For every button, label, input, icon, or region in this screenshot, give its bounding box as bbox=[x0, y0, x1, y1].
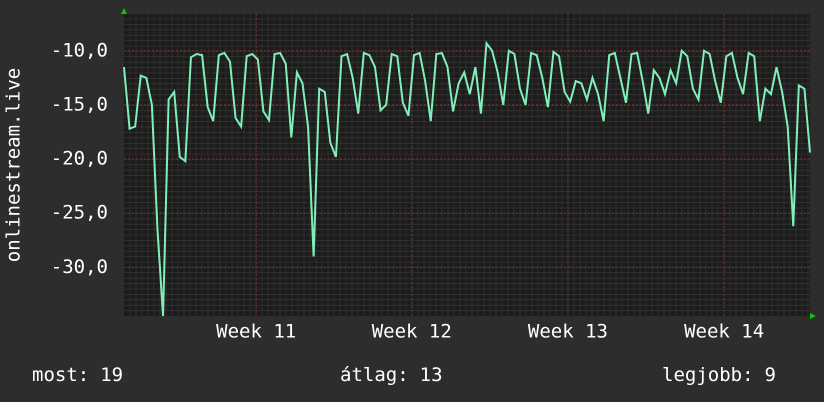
y-tick-label: -30,0 bbox=[51, 256, 108, 278]
data-line bbox=[123, 40, 811, 317]
x-tick-label: Week 14 bbox=[684, 321, 764, 343]
stat-value: 19 bbox=[100, 364, 123, 386]
stat: átlag: 13 bbox=[340, 364, 443, 386]
y-tick-label: -25,0 bbox=[51, 202, 108, 224]
stat: most: 19 bbox=[32, 364, 123, 386]
stat-value: 13 bbox=[420, 364, 443, 386]
x-tick-label: Week 13 bbox=[528, 321, 608, 343]
stat: legjobb: 9 bbox=[662, 364, 776, 386]
stat-label: legjobb: bbox=[662, 364, 754, 386]
y-axis-title: onlinestream.live bbox=[3, 68, 25, 262]
axis-arrow bbox=[121, 8, 127, 14]
y-tick-label: -10,0 bbox=[51, 39, 108, 61]
stat-label: átlag: bbox=[340, 364, 409, 386]
stat-label: most: bbox=[32, 364, 89, 386]
x-tick-label: Week 12 bbox=[372, 321, 452, 343]
y-tick-label: -15,0 bbox=[51, 93, 108, 115]
axis-arrow bbox=[810, 313, 816, 319]
y-tick-label: -20,0 bbox=[51, 148, 108, 170]
stat-value: 9 bbox=[765, 364, 776, 386]
x-tick-label: Week 11 bbox=[216, 321, 296, 343]
